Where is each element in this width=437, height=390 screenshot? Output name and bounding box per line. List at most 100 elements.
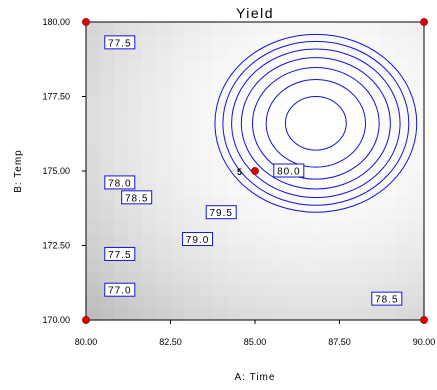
shade-cell — [325, 22, 341, 36]
shade-cell — [128, 71, 143, 85]
shade-cell — [395, 158, 411, 172]
shade-cell — [283, 71, 298, 85]
shade-cell — [283, 270, 298, 284]
contour-label: 77.5 — [104, 35, 136, 50]
shade-cell — [184, 195, 200, 209]
shade-cell — [100, 295, 115, 309]
contour-label-box — [104, 246, 136, 261]
shade-cell — [297, 59, 312, 73]
shade-cell — [184, 245, 200, 259]
shade-cell — [226, 22, 242, 36]
shade-cell — [367, 146, 383, 160]
shade-cell — [381, 245, 397, 259]
contour-label: 79.5 — [205, 205, 237, 220]
shade-cell — [353, 22, 369, 36]
shade-cell — [311, 108, 327, 122]
shade-cell — [311, 245, 327, 259]
shade-cell — [114, 59, 129, 73]
shade-cell — [339, 295, 355, 309]
shade-cell — [86, 46, 101, 60]
shade-cell — [381, 108, 397, 122]
contour-label-text: 80.0 — [277, 167, 300, 178]
shade-cell — [255, 295, 270, 309]
shade-cell — [100, 195, 115, 209]
shade-cell — [240, 84, 256, 98]
shade-cell — [100, 84, 115, 98]
shade-cell — [240, 158, 256, 172]
shade-cell — [114, 96, 129, 110]
shade-cell — [212, 46, 228, 60]
shade-cell — [311, 84, 327, 98]
shade-cell — [395, 208, 411, 222]
shade-cell — [255, 96, 270, 110]
shade-cell — [86, 133, 101, 147]
shade-cell — [409, 233, 425, 247]
shade-cell — [184, 158, 200, 172]
shade-cell — [311, 270, 327, 284]
shade-cell — [100, 270, 115, 284]
shade-cell — [381, 208, 397, 222]
shade-cell — [297, 121, 312, 135]
shade-cell — [409, 84, 425, 98]
shade-cell — [198, 158, 214, 172]
shade-cell — [367, 133, 383, 147]
shade-cell — [226, 46, 242, 60]
shade-cell — [325, 282, 341, 296]
shade-cell — [142, 22, 158, 36]
shade-cell — [100, 307, 115, 321]
shade-cell — [142, 295, 158, 309]
shade-cell — [395, 307, 411, 321]
shade-cell — [184, 295, 200, 309]
shade-cell — [339, 220, 355, 234]
design-point — [420, 316, 428, 324]
shade-cell — [409, 183, 425, 197]
shade-cell — [142, 133, 158, 147]
shade-cell — [339, 108, 355, 122]
shade-cell — [184, 34, 200, 48]
shade-cell — [367, 220, 383, 234]
shade-cell — [114, 158, 129, 172]
shade-cell — [409, 307, 425, 321]
shade-cell — [367, 108, 383, 122]
shade-cell — [353, 171, 369, 185]
shade-cell — [156, 71, 172, 85]
shade-cell — [128, 133, 143, 147]
shade-cell — [240, 121, 256, 135]
shade-cell — [142, 34, 158, 48]
shade-cell — [409, 59, 425, 73]
shade-cell — [255, 34, 270, 48]
shade-cell — [395, 195, 411, 209]
shade-cell — [128, 307, 143, 321]
shade-cell — [409, 245, 425, 259]
shade-cell — [198, 183, 214, 197]
shade-cell — [142, 158, 158, 172]
shade-cell — [353, 34, 369, 48]
shade-cell — [311, 171, 327, 185]
shade-cell — [198, 96, 214, 110]
shade-cell — [86, 183, 101, 197]
shade-cell — [325, 133, 341, 147]
shade-cell — [128, 59, 143, 73]
shade-cell — [395, 59, 411, 73]
shade-cell — [156, 183, 172, 197]
shade-cell — [325, 146, 341, 160]
shade-cell — [170, 59, 186, 73]
shade-cell — [283, 220, 298, 234]
shade-cell — [409, 270, 425, 284]
shade-cell — [170, 295, 186, 309]
shade-cell — [114, 307, 129, 321]
shade-cell — [381, 233, 397, 247]
shade-cell — [353, 195, 369, 209]
shade-cell — [156, 295, 172, 309]
shade-cell — [325, 84, 341, 98]
shade-cell — [156, 96, 172, 110]
shade-cell — [226, 108, 242, 122]
shade-cell — [409, 121, 425, 135]
shade-cell — [240, 307, 256, 321]
shade-cell — [114, 270, 129, 284]
shade-cell — [170, 307, 186, 321]
shade-cell — [240, 282, 256, 296]
shade-cell — [184, 22, 200, 36]
contour-label-text: 79.5 — [209, 208, 232, 219]
shade-cell — [86, 257, 101, 271]
